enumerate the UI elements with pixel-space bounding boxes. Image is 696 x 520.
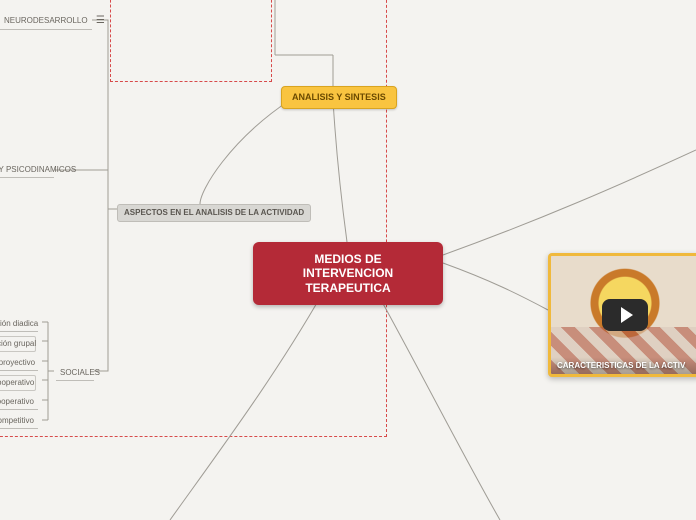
video-caption: CARACTERISTICAS DE LA ACTIV: [551, 357, 696, 374]
node-sociales[interactable]: SOCIALES: [56, 366, 94, 381]
center-node[interactable]: MEDIOS DE INTERVENCION TERAPEUTICA: [253, 242, 443, 305]
node-label: NEURODESARROLLO: [4, 16, 88, 25]
node-neurodesarrollo[interactable]: NEURODESARROLLO ☰: [0, 13, 92, 30]
node-menu-icon[interactable]: ☰: [96, 15, 105, 27]
node-psicologicos[interactable]: COLOGICOS Y PSICODINAMICOS: [0, 163, 54, 178]
play-icon[interactable]: [602, 299, 648, 331]
node-analisis-sintesis[interactable]: ANALISIS Y SINTESIS: [281, 86, 397, 109]
leaf-item[interactable]: cción grupal: [0, 336, 36, 352]
leaf-item[interactable]: competitivo: [0, 414, 38, 429]
node-video-caracteristicas[interactable]: CARACTERISTICAS DE LA ACTIV: [548, 253, 696, 377]
leaf-item[interactable]: cción diadica: [0, 317, 38, 332]
mindmap-canvas[interactable]: MEDIOS DE INTERVENCION TERAPEUTICA ANALI…: [0, 0, 696, 520]
node-aspectos[interactable]: ASPECTOS EN EL ANALISIS DE LA ACTIVIDAD: [117, 204, 311, 222]
dashed-region-sub: [110, 0, 272, 82]
leaf-item[interactable]: o proyectivo: [0, 356, 38, 371]
leaf-item[interactable]: cooperativo: [0, 395, 38, 410]
leaf-item[interactable]: cooperativo: [0, 375, 36, 391]
